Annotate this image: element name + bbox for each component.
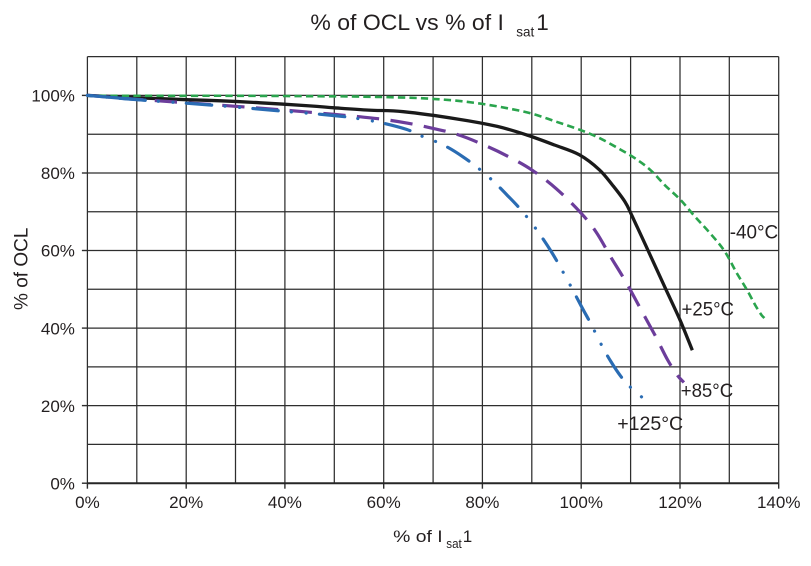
svg-text:-40°C: -40°C: [730, 222, 779, 244]
svg-text:1: 1: [463, 527, 472, 546]
svg-text:% of OCL vs % of I: % of OCL vs % of I: [310, 10, 504, 35]
svg-text:20%: 20%: [169, 493, 203, 512]
svg-text:20%: 20%: [41, 397, 75, 416]
svg-text:0%: 0%: [50, 474, 75, 493]
svg-text:140%: 140%: [757, 493, 800, 512]
svg-text:120%: 120%: [658, 493, 701, 512]
svg-text:40%: 40%: [41, 319, 75, 338]
svg-text:0%: 0%: [75, 493, 100, 512]
svg-text:sat: sat: [446, 537, 462, 551]
svg-text:60%: 60%: [41, 242, 75, 261]
svg-text:40%: 40%: [268, 493, 302, 512]
svg-text:60%: 60%: [367, 493, 401, 512]
svg-text:80%: 80%: [465, 493, 499, 512]
svg-text:% of I: % of I: [393, 527, 443, 546]
svg-text:+25°C: +25°C: [682, 298, 735, 320]
svg-text:80%: 80%: [41, 164, 75, 183]
svg-text:1: 1: [536, 10, 549, 35]
svg-text:100%: 100%: [559, 493, 602, 512]
svg-text:% of OCL: % of OCL: [12, 228, 33, 310]
svg-text:100%: 100%: [31, 87, 74, 106]
svg-text:+125°C: +125°C: [617, 413, 683, 435]
svg-text:sat: sat: [516, 23, 534, 39]
svg-text:+85°C: +85°C: [681, 380, 734, 402]
